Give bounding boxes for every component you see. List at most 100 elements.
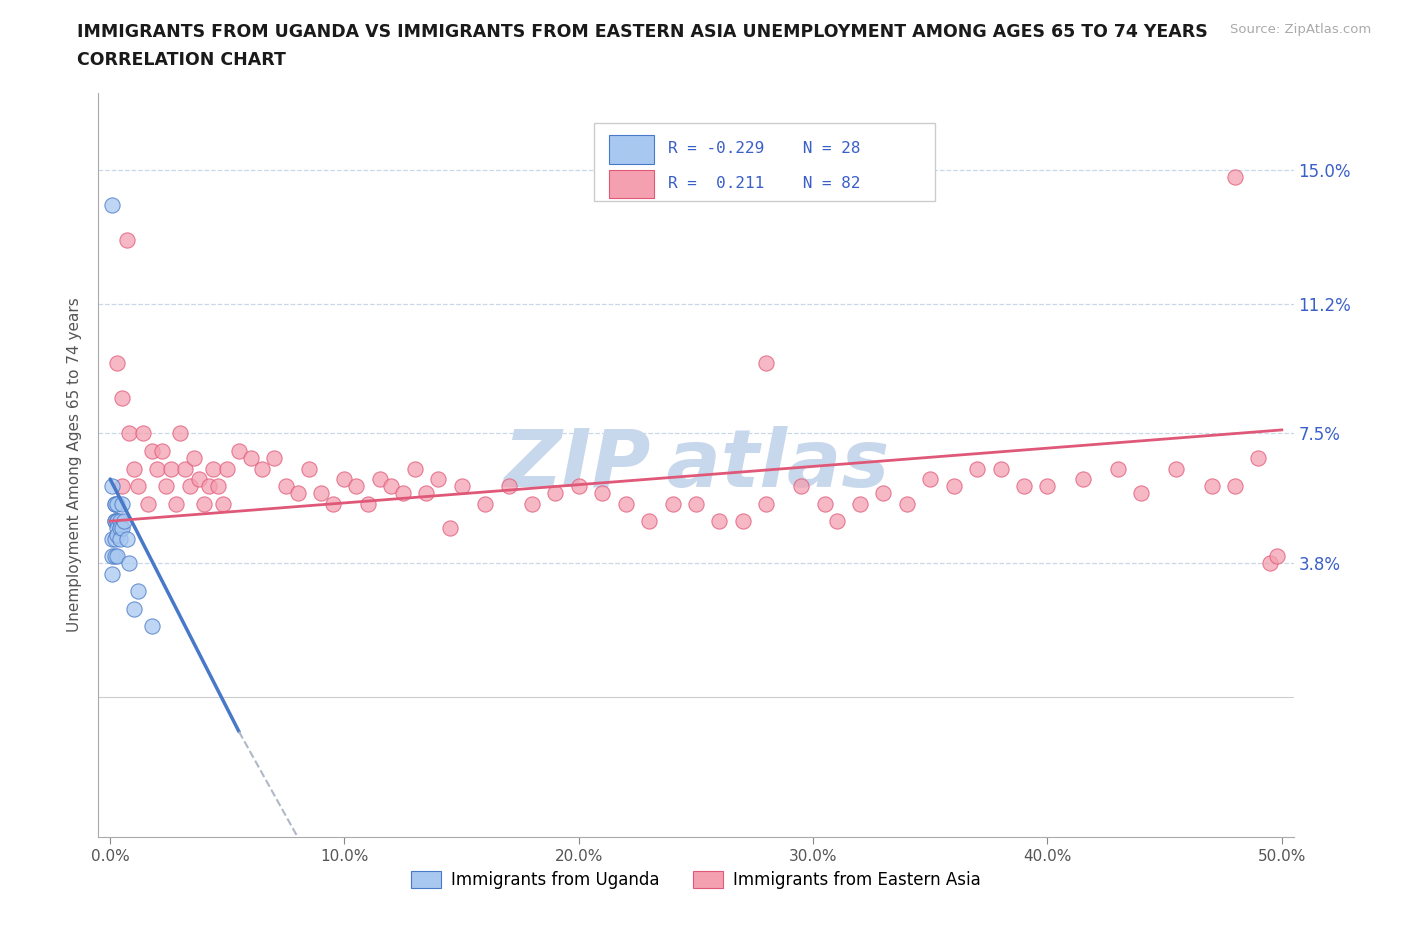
Point <box>150 444 173 458</box>
Legend: Immigrants from Uganda, Immigrants from Eastern Asia: Immigrants from Uganda, Immigrants from … <box>405 864 987 896</box>
Point <box>104 497 127 512</box>
Point <box>731 513 754 528</box>
Point <box>685 497 707 512</box>
Point <box>207 479 229 494</box>
Point <box>755 356 778 371</box>
Point <box>439 521 461 536</box>
Point <box>1247 450 1270 465</box>
FancyBboxPatch shape <box>595 123 935 201</box>
Point <box>498 479 520 494</box>
Point <box>108 513 131 528</box>
Point <box>1223 479 1246 494</box>
Text: Source: ZipAtlas.com: Source: ZipAtlas.com <box>1230 23 1371 36</box>
Point <box>108 521 131 536</box>
Point <box>392 485 415 500</box>
Point <box>104 513 127 528</box>
Point <box>263 450 285 465</box>
Point <box>101 549 124 564</box>
Point <box>357 497 380 512</box>
Point <box>825 513 848 528</box>
Point <box>1071 472 1094 486</box>
Point <box>108 531 131 546</box>
Point <box>105 549 128 564</box>
Point <box>111 479 134 494</box>
Point <box>105 497 128 512</box>
Point <box>790 479 813 494</box>
Point <box>474 497 496 512</box>
Point <box>111 497 134 512</box>
Point <box>755 497 778 512</box>
Point <box>966 461 988 476</box>
Point <box>614 497 637 512</box>
Point <box>520 497 543 512</box>
Point <box>849 497 872 512</box>
Point <box>136 497 159 512</box>
Point <box>105 521 128 536</box>
Point <box>322 497 344 512</box>
Point <box>111 391 134 405</box>
Point <box>104 549 127 564</box>
Point <box>368 472 391 486</box>
Point <box>101 566 124 581</box>
Point <box>118 556 141 571</box>
Point <box>141 444 163 458</box>
Point <box>115 232 138 247</box>
Point <box>169 426 191 441</box>
Point <box>211 497 233 512</box>
Point <box>132 426 155 441</box>
Point <box>252 461 274 476</box>
Point <box>112 513 135 528</box>
Point <box>287 485 309 500</box>
Point <box>118 426 141 441</box>
Bar <box>609 169 654 198</box>
Point <box>942 479 965 494</box>
Point <box>188 472 211 486</box>
Point <box>105 513 128 528</box>
Point <box>591 485 613 500</box>
Point <box>896 497 918 512</box>
Point <box>104 513 127 528</box>
Point <box>141 619 163 634</box>
Point <box>111 521 134 536</box>
Point <box>127 479 149 494</box>
Text: R = -0.229    N = 28: R = -0.229 N = 28 <box>668 141 860 156</box>
Point <box>101 198 124 213</box>
Point <box>1258 556 1281 571</box>
Point <box>1265 549 1288 564</box>
Point <box>415 485 437 500</box>
Text: R =  0.211    N = 82: R = 0.211 N = 82 <box>668 176 860 191</box>
Point <box>122 602 145 617</box>
Point <box>105 527 128 542</box>
Point <box>202 461 225 476</box>
Point <box>544 485 567 500</box>
Point <box>101 531 124 546</box>
Point <box>127 584 149 599</box>
Text: ZIP atlas: ZIP atlas <box>503 426 889 504</box>
Point <box>404 461 426 476</box>
Point <box>193 497 215 512</box>
Point <box>197 479 219 494</box>
Point <box>179 479 201 494</box>
Point <box>380 479 402 494</box>
Point <box>105 356 128 371</box>
Point <box>228 444 250 458</box>
Point <box>104 497 127 512</box>
Point <box>990 461 1012 476</box>
Point <box>1166 461 1188 476</box>
Point <box>333 472 356 486</box>
Point <box>1223 170 1246 185</box>
Point <box>217 461 239 476</box>
Point <box>709 513 731 528</box>
Point <box>1107 461 1129 476</box>
Point <box>298 461 321 476</box>
Point <box>101 479 124 494</box>
Point <box>427 472 450 486</box>
Point <box>568 479 591 494</box>
Point <box>872 485 894 500</box>
Point <box>104 531 127 546</box>
Point <box>115 531 138 546</box>
Point <box>146 461 169 476</box>
Point <box>1201 479 1223 494</box>
Point <box>1036 479 1059 494</box>
Text: IMMIGRANTS FROM UGANDA VS IMMIGRANTS FROM EASTERN ASIA UNEMPLOYMENT AMONG AGES 6: IMMIGRANTS FROM UGANDA VS IMMIGRANTS FRO… <box>77 23 1208 41</box>
